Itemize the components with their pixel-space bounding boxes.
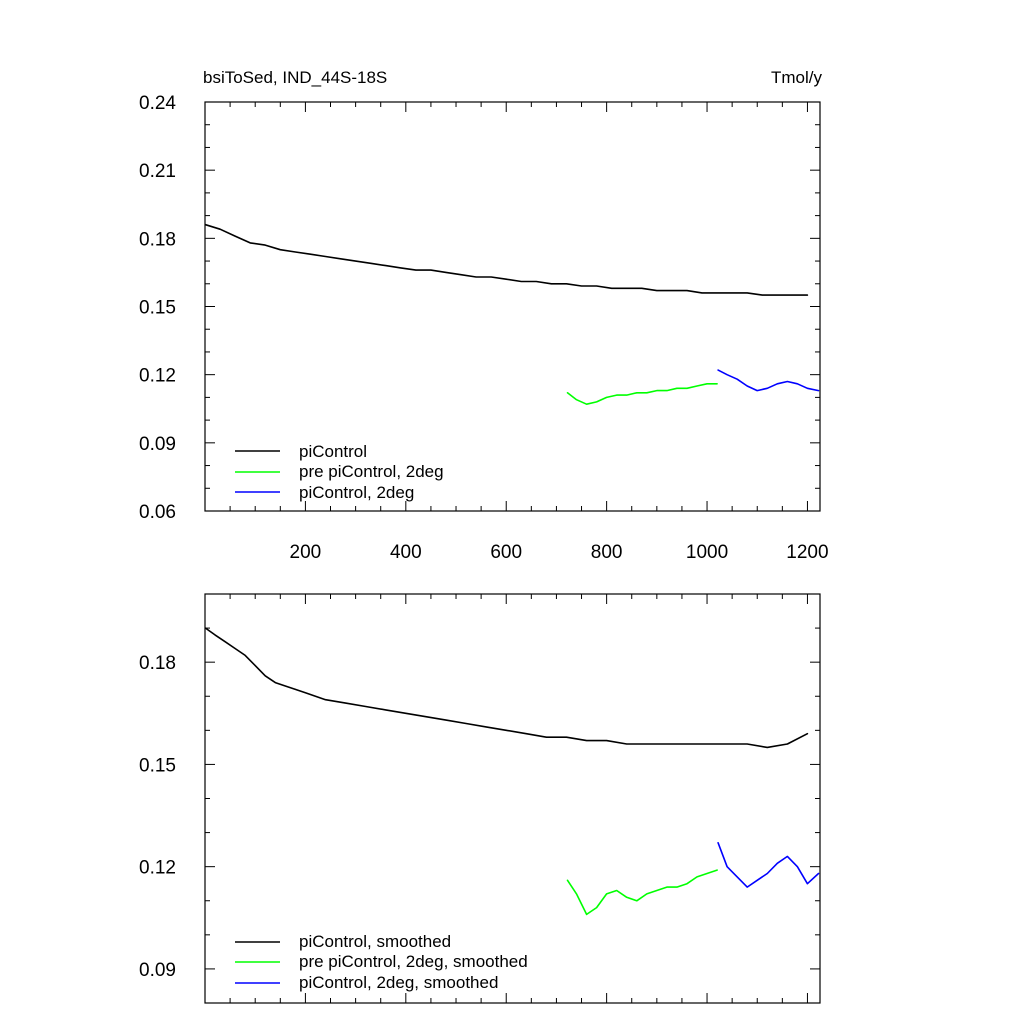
top-ticks-layer: 200 400 600 800 1000 1200 0.06 0.09 0.12 0.15 0.18… (139, 93, 829, 563)
chart-title: bsiToSed, IND_44S-18S (203, 68, 387, 87)
top-panel: bsiToSed, IND_44S-18S Tmol/y 200 400 600 80… (139, 68, 829, 563)
x-tick-label: 800 (591, 542, 623, 563)
bottom-legend: piControl, smoothed pre piControl, 2deg,… (235, 932, 528, 992)
x-tick-label: 200 (290, 542, 322, 563)
series-line-picontrol (204, 223, 809, 296)
series-line-pre-picontrol-2deg-smoothed (566, 869, 718, 916)
legend-label-piControl-2deg-smoothed: piControl, 2deg, smoothed (299, 973, 498, 992)
y-tick-label: 0.18 (139, 653, 176, 674)
legend-label-piControl: piControl (299, 442, 367, 461)
top-series-layer (204, 223, 820, 406)
series-line-picontrol-2deg (717, 369, 820, 392)
y-tick-label: 0.06 (139, 502, 176, 523)
top-legend: piControl pre piControl, 2deg piControl,… (235, 442, 444, 502)
bottom-panel: 0.09 0.12 0.15 0.18 piControl, smoothed pre… (139, 593, 821, 1004)
series-line-pre-picontrol-2deg (566, 382, 718, 406)
bottom-plot-frame (204, 593, 821, 1004)
units-label: Tmol/y (771, 68, 823, 87)
series-line-picontrol-smoothed (204, 627, 809, 749)
y-tick-label: 0.12 (139, 366, 176, 387)
y-tick-label: 0.15 (139, 298, 176, 319)
y-tick-label: 0.15 (139, 755, 176, 776)
bottom-ticks-layer: 0.09 0.12 0.15 0.18 (139, 594, 820, 1003)
bottom-series-layer (204, 627, 820, 916)
legend-label-pre-piControl-2deg: pre piControl, 2deg (299, 462, 444, 481)
y-tick-label: 0.09 (139, 960, 176, 981)
y-tick-label: 0.18 (139, 229, 176, 250)
legend-label-piControl-smoothed: piControl, smoothed (299, 932, 451, 951)
y-tick-label: 0.12 (139, 858, 176, 879)
x-tick-label: 1000 (686, 542, 728, 563)
y-tick-label: 0.24 (139, 93, 176, 114)
legend-label-piControl-2deg: piControl, 2deg (299, 483, 414, 502)
y-tick-label: 0.21 (139, 161, 176, 182)
x-tick-label: 1200 (786, 542, 828, 563)
series-line-picontrol-2deg-smoothed (717, 841, 820, 888)
x-tick-label: 600 (490, 542, 522, 563)
legend-label-pre-piControl-2deg-smoothed: pre piControl, 2deg, smoothed (299, 952, 528, 971)
x-tick-label: 400 (390, 542, 422, 563)
y-tick-label: 0.09 (139, 434, 176, 455)
top-plot-frame (204, 101, 821, 512)
